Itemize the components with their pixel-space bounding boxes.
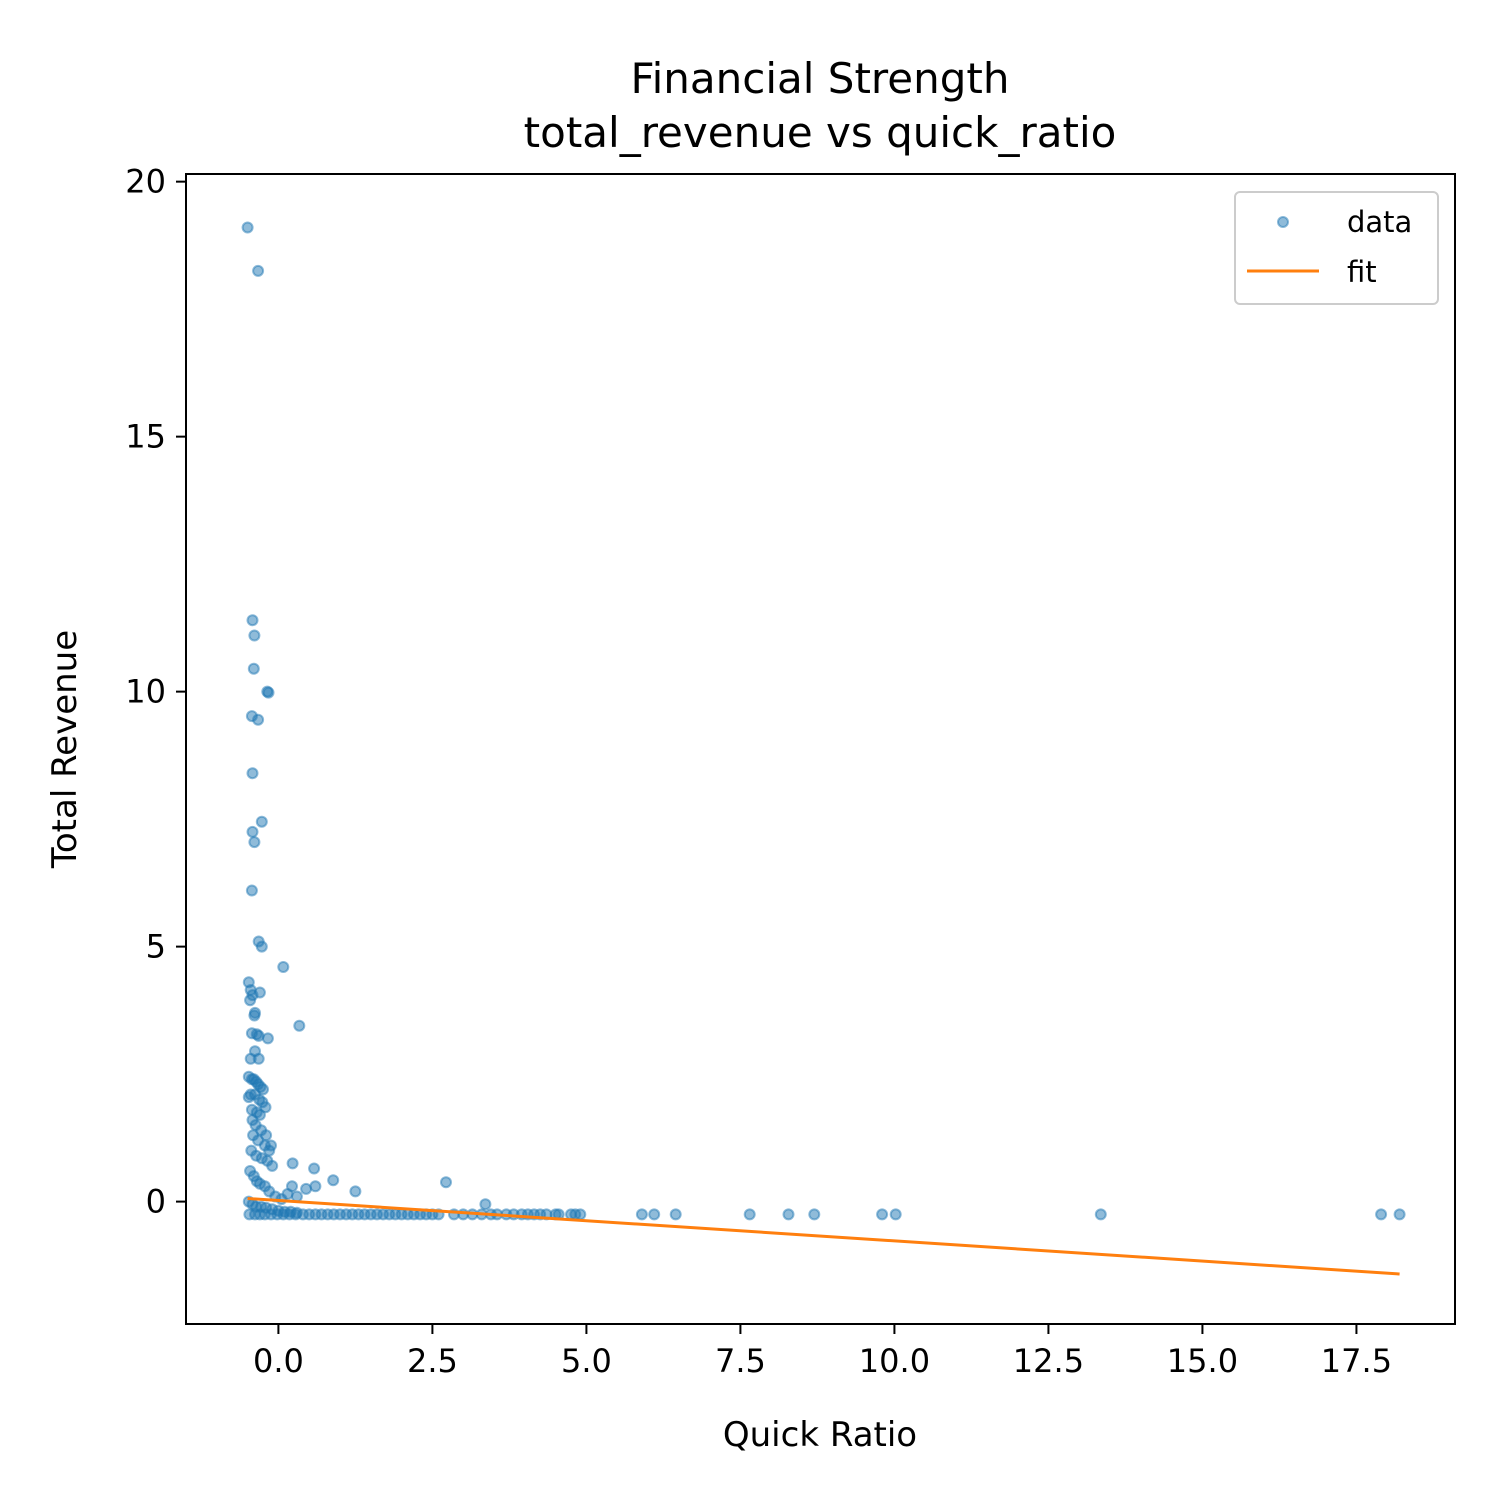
x-tick-label: 12.5 xyxy=(1013,1342,1084,1380)
legend-fit-label: fit xyxy=(1347,255,1377,289)
data-point xyxy=(293,1019,306,1032)
y-tick-label: 5 xyxy=(146,928,166,966)
data-point xyxy=(248,836,261,849)
chart-subtitle: total_revenue vs quick_ratio xyxy=(524,108,1117,157)
data-point xyxy=(244,994,257,1007)
x-tick-label: 2.5 xyxy=(407,1342,458,1380)
data-point xyxy=(308,1162,321,1175)
data-point xyxy=(261,1032,274,1045)
x-tick-label: 7.5 xyxy=(715,1342,766,1380)
x-tick-label: 10.0 xyxy=(859,1342,930,1380)
y-axis: 0 5 10 15 20 xyxy=(125,163,186,1221)
legend-data-label: data xyxy=(1347,205,1412,239)
data-point xyxy=(1375,1208,1388,1221)
data-point xyxy=(1393,1208,1406,1221)
plot-frame xyxy=(185,173,1456,1325)
data-point xyxy=(247,662,260,675)
data-point xyxy=(309,1180,322,1193)
y-axis-label: Total Revenue xyxy=(45,630,85,869)
y-tick-label: 10 xyxy=(125,673,166,711)
data-point xyxy=(574,1208,587,1221)
data-point xyxy=(266,1159,279,1172)
data-point xyxy=(349,1185,362,1198)
data-point xyxy=(277,961,290,973)
y-tick-label: 0 xyxy=(146,1183,166,1221)
chart-title: Financial Strength xyxy=(631,54,1010,103)
data-point xyxy=(286,1157,299,1170)
data-point xyxy=(255,815,268,828)
data-point xyxy=(1094,1208,1107,1221)
plot-marks xyxy=(241,221,1406,1276)
x-tick-label: 17.5 xyxy=(1321,1342,1392,1380)
legend-data-marker xyxy=(1277,216,1289,228)
x-tick-label: 0.0 xyxy=(253,1342,304,1380)
legend: data fit xyxy=(1234,191,1439,305)
data-point xyxy=(241,221,254,234)
data-point xyxy=(246,767,259,780)
x-tick-label: 15.0 xyxy=(1167,1342,1238,1380)
data-point xyxy=(246,614,259,627)
data-point xyxy=(262,686,275,699)
data-point xyxy=(252,713,265,726)
fit-line xyxy=(247,1197,1400,1276)
data-point xyxy=(669,1208,682,1221)
x-axis-label: Quick Ratio xyxy=(723,1415,917,1455)
data-point xyxy=(253,986,266,999)
data-point xyxy=(248,1009,261,1022)
data-point xyxy=(246,825,259,838)
data-point xyxy=(808,1208,821,1221)
data-point xyxy=(255,940,268,953)
data-point xyxy=(876,1208,889,1221)
y-tick-label: 15 xyxy=(125,418,166,456)
data-point xyxy=(782,1208,795,1221)
data-point xyxy=(479,1198,492,1211)
y-tick-label: 20 xyxy=(125,163,166,201)
data-point xyxy=(252,1052,265,1065)
data-point xyxy=(648,1208,661,1221)
data-point xyxy=(248,629,261,642)
data-point xyxy=(327,1174,340,1187)
x-tick-label: 5.0 xyxy=(561,1342,612,1380)
data-point xyxy=(252,264,265,277)
data-point xyxy=(743,1208,756,1221)
data-point xyxy=(889,1208,902,1221)
data-point xyxy=(635,1208,648,1221)
x-axis: 0.0 2.5 5.0 7.5 10.0 12.5 15.0 17.5 xyxy=(253,1324,1392,1380)
data-point xyxy=(245,884,258,897)
data-point xyxy=(440,1176,452,1189)
